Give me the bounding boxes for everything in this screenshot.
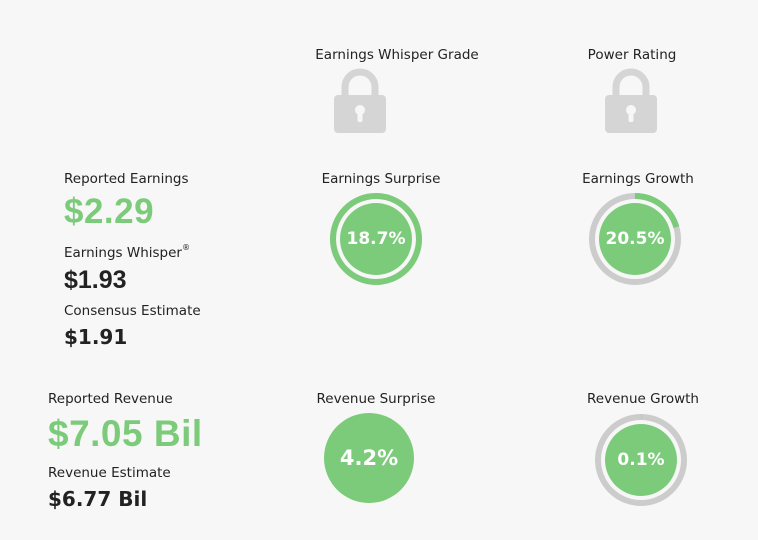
revenue-growth-label: Revenue Growth [587, 391, 699, 407]
reported-revenue-value: $7.05 Bil [48, 413, 203, 454]
reported-revenue-label: Reported Revenue [48, 391, 173, 407]
earnings-growth-value: 20.5% [605, 229, 665, 249]
power-rating-label: Power Rating [587, 47, 677, 63]
revenue-estimate-value: $6.77 Bil [48, 487, 148, 511]
revenue-surprise-label: Revenue Surprise [316, 391, 436, 407]
ring-core [599, 203, 671, 275]
earnings-whisper-value: $1.93 [64, 266, 127, 294]
earnings-surprise-value: 18.7% [346, 229, 406, 249]
earnings-surprise-ring: 18.7% [329, 192, 423, 286]
revenue-surprise-circle: 4.2% [324, 413, 414, 503]
earnings-growth-ring: 20.5% [588, 192, 682, 286]
earnings-whisper-label: Earnings Whisper® [64, 243, 190, 261]
ring-progress [330, 193, 422, 285]
reported-earnings-label: Reported Earnings [64, 171, 189, 187]
ring-progress [589, 193, 681, 285]
revenue-estimate-label: Revenue Estimate [48, 465, 171, 481]
ring-core [340, 203, 412, 275]
revenue-growth-ring: 0.1% [594, 413, 688, 507]
consensus-estimate-value: $1.91 [64, 325, 128, 349]
revenue-surprise-value: 4.2% [339, 446, 399, 470]
ring-progress [595, 414, 687, 506]
ring-core [324, 413, 414, 503]
earnings-growth-label: Earnings Growth [582, 171, 694, 187]
ring-core [605, 424, 677, 496]
consensus-estimate-label: Consensus Estimate [64, 303, 201, 319]
earnings-surprise-label: Earnings Surprise [321, 171, 441, 187]
lock-icon [332, 65, 388, 139]
reported-earnings-value: $2.29 [64, 192, 155, 231]
earnings-whisper-grade-label: Earnings Whisper Grade [315, 47, 479, 63]
lock-icon [603, 65, 659, 139]
revenue-growth-value: 0.1% [617, 450, 665, 470]
